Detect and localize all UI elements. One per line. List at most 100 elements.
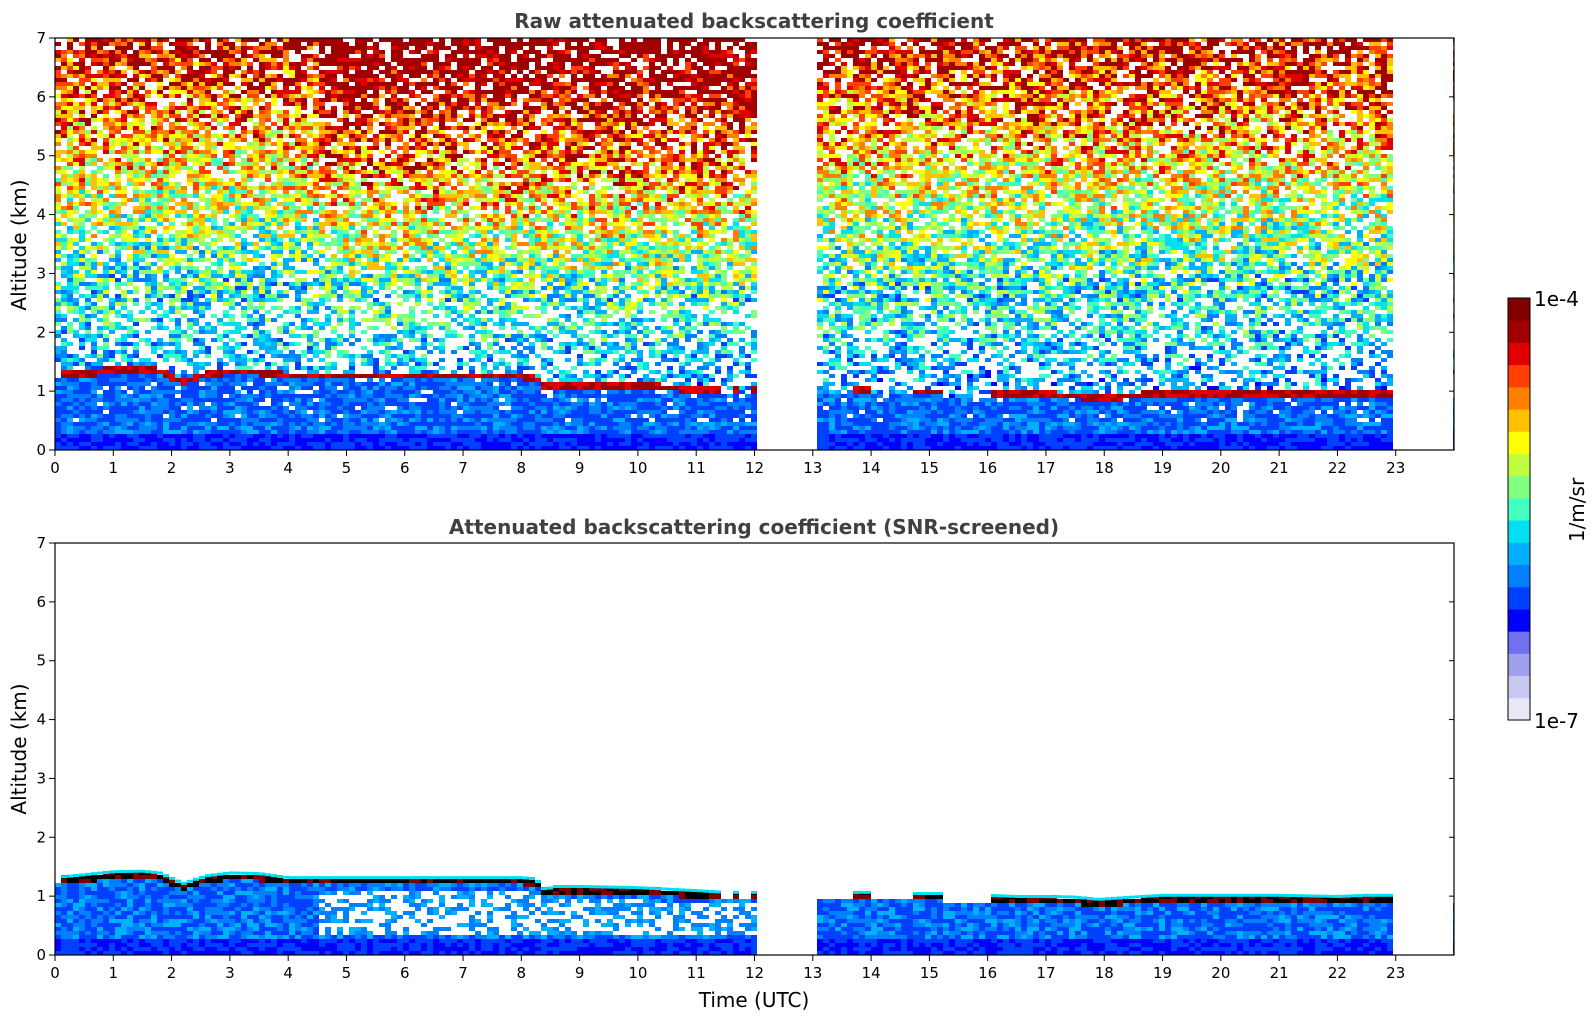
layer-edge — [661, 887, 667, 891]
panel-screened-axes: 0 1 2 3 4 5 6 7 8 9 10 11 12 13 14 15 16 17 18 19 20 21 22 2301… — [36, 534, 1454, 982]
layer-edge — [265, 873, 271, 877]
layer-edge — [673, 888, 679, 892]
x-tick-label: 17 — [1036, 459, 1055, 477]
layer-edge — [343, 876, 349, 880]
layer-edge — [475, 876, 481, 880]
x-tick-label: 8 — [517, 964, 527, 982]
layer-edge — [193, 877, 199, 881]
layer-edge — [1357, 894, 1363, 898]
layer-edge — [1075, 895, 1081, 899]
y-tick-label: 7 — [36, 29, 46, 47]
colorbar-frame — [1507, 297, 1531, 721]
layer-edge — [1123, 896, 1129, 900]
x-tick-label: 20 — [1211, 459, 1230, 477]
layer-edge — [655, 887, 661, 891]
layer-edge — [553, 885, 559, 889]
layer-edge — [649, 886, 655, 890]
x-tick-label: 18 — [1095, 964, 1114, 982]
layer-edge — [409, 876, 415, 880]
layer-edge — [1033, 894, 1039, 898]
layer-edge — [205, 874, 211, 878]
layer-edge — [361, 876, 367, 880]
panel-raw-title: Raw attenuated backscattering coefficien… — [514, 9, 994, 33]
colorbar-max-label: 1e-4 — [1534, 287, 1579, 311]
panel-raw-heatmap — [55, 38, 1454, 450]
colorbar-band — [1508, 586, 1530, 610]
x-tick-label: 0 — [50, 459, 60, 477]
layer-edge — [319, 876, 325, 880]
layer-edge — [523, 876, 529, 880]
layer-edge — [349, 876, 355, 880]
panel-screened-ylabel: Altitude (km) — [7, 683, 31, 814]
layer-edge — [1381, 893, 1387, 897]
panel-raw-axes: 0 1 2 3 4 5 6 7 8 9 10 11 12 13 14 15 16 17 18 19 20 21 22 2301… — [36, 29, 1454, 477]
layer-edge — [607, 885, 613, 889]
layer-edge — [1285, 893, 1291, 897]
layer-edge — [1183, 893, 1189, 897]
layer-edge — [1333, 894, 1339, 898]
y-tick-label: 5 — [36, 147, 46, 165]
layer-edge — [175, 879, 181, 883]
heatmap-cells — [55, 38, 1454, 402]
layer-edge — [289, 876, 295, 880]
colorbar-band — [1508, 409, 1530, 432]
x-tick-label: 23 — [1386, 964, 1405, 982]
layer-edge — [1267, 893, 1273, 897]
layer-edge — [703, 889, 709, 893]
layer-edge — [631, 886, 637, 890]
layer-edge — [1009, 894, 1015, 898]
layer-edge — [1159, 893, 1165, 897]
layer-edge — [499, 876, 505, 880]
y-tick-label: 6 — [36, 593, 46, 611]
layer-edge — [1189, 893, 1195, 897]
panel-screened-heatmap — [55, 869, 1454, 955]
layer-edge — [439, 876, 445, 880]
layer-edge — [1243, 893, 1249, 897]
layer-edge — [127, 869, 133, 873]
layer-edge — [1261, 893, 1267, 897]
layer-edge — [73, 874, 79, 878]
layer-edge — [1051, 895, 1057, 899]
heatmap-cells — [55, 210, 1454, 434]
layer-edge — [235, 871, 241, 875]
x-tick-label: 23 — [1386, 459, 1405, 477]
layer-edge — [391, 876, 397, 880]
layer-edge — [373, 876, 379, 880]
x-tick-label: 5 — [342, 964, 352, 982]
panel-screened: Attenuated backscattering coefficient (S… — [7, 515, 1455, 1012]
layer-edge — [1015, 894, 1021, 898]
panel-raw-ylabel: Altitude (km) — [7, 179, 31, 310]
x-tick-label: 3 — [225, 459, 235, 477]
layer-edge — [133, 869, 139, 873]
x-tick-label: 10 — [628, 964, 647, 982]
layer-edge — [637, 886, 643, 890]
x-tick-label: 13 — [803, 964, 822, 982]
layer-edge — [445, 876, 451, 880]
layer-edge — [1375, 893, 1381, 897]
x-tick-label: 14 — [862, 459, 881, 477]
x-tick-label: 7 — [458, 964, 468, 982]
layer-edge — [487, 876, 493, 880]
x-tick-label: 3 — [225, 964, 235, 982]
layer-edge — [1273, 893, 1279, 897]
layer-edge — [1279, 893, 1285, 897]
colorbar-band — [1508, 653, 1530, 677]
layer-edge — [511, 876, 517, 880]
heatmap-cells — [61, 871, 1393, 907]
layer-edge — [211, 873, 217, 877]
layer-edge — [751, 890, 757, 894]
layer-edge — [1237, 893, 1243, 897]
layer-edge — [463, 876, 469, 880]
x-tick-label: 14 — [862, 964, 881, 982]
layer-edge — [1099, 897, 1105, 901]
x-tick-label: 16 — [978, 459, 997, 477]
heatmap-cells — [55, 879, 1454, 939]
layer-edge — [415, 876, 421, 880]
layer-edge — [1045, 895, 1051, 899]
colorbar-band — [1508, 364, 1530, 388]
y-tick-label: 7 — [36, 534, 46, 552]
colorbar-gradient — [1508, 298, 1530, 721]
layer-edge — [427, 876, 433, 880]
heatmap-cells — [55, 38, 1454, 286]
